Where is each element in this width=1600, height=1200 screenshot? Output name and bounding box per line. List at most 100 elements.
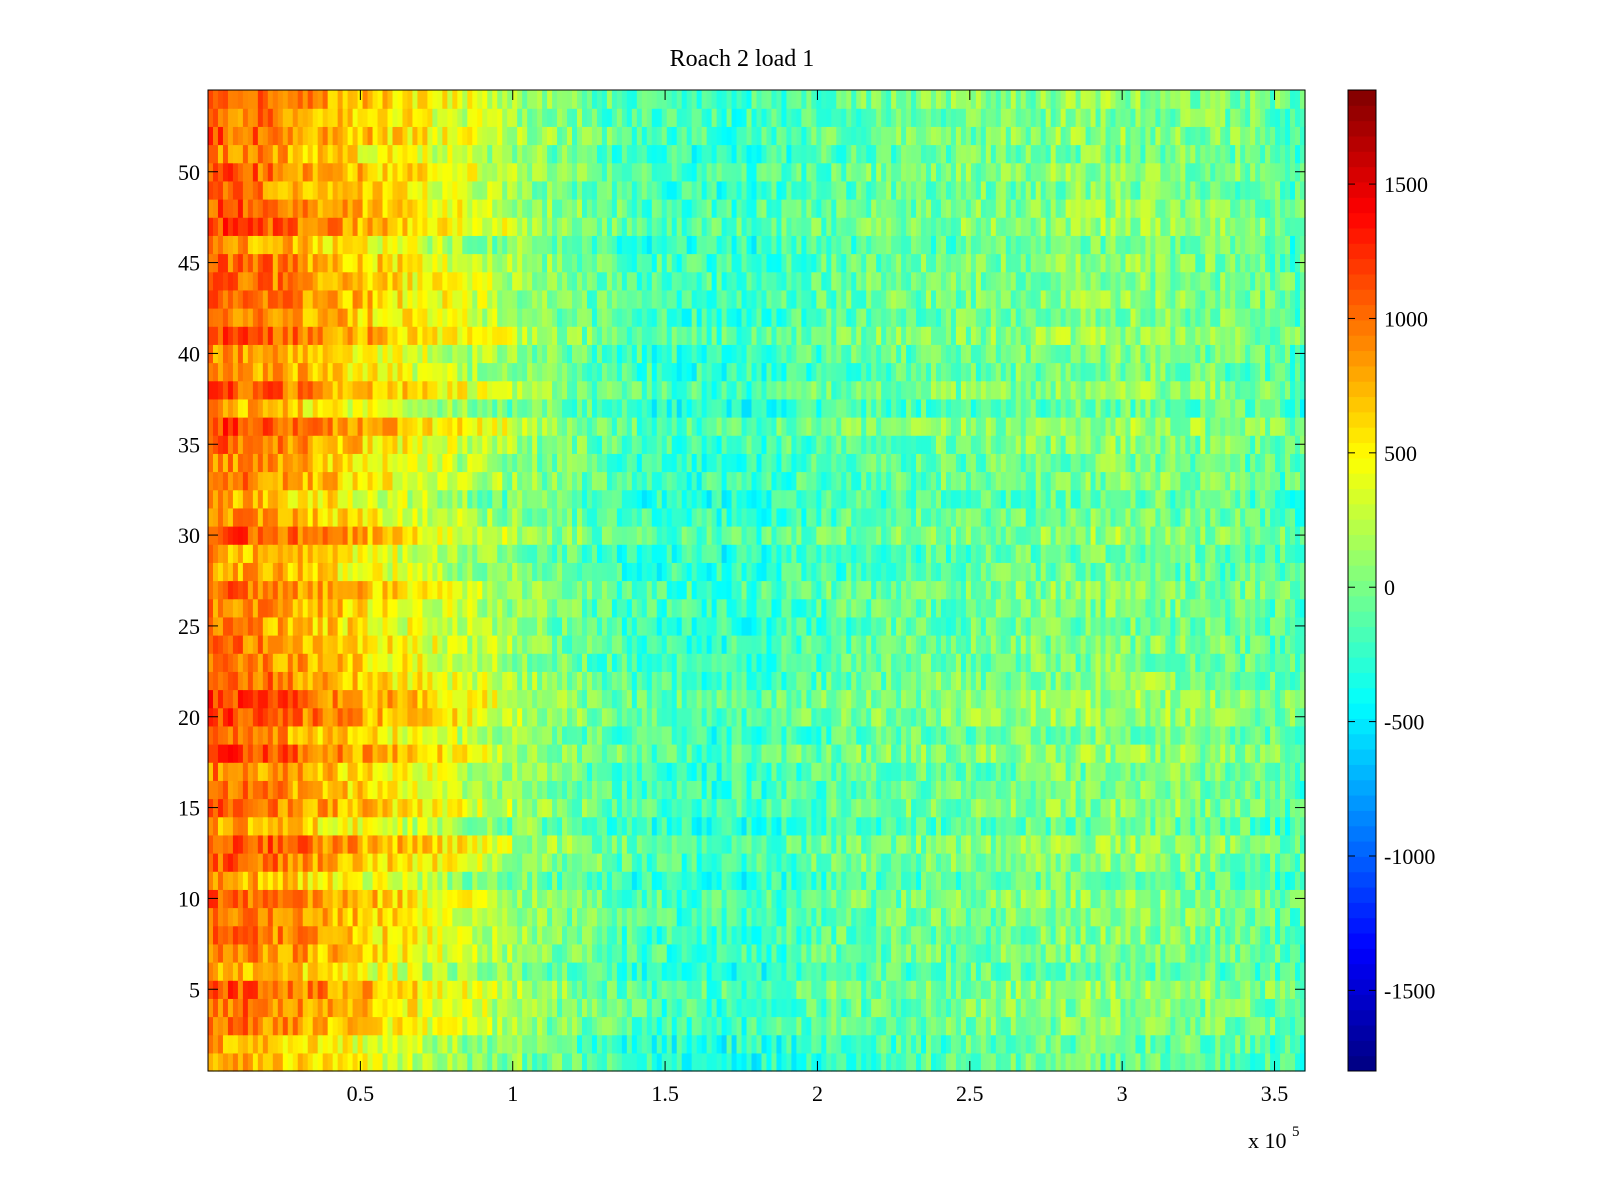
heatmap-cell (347, 744, 354, 763)
heatmap-cell (282, 653, 289, 672)
heatmap-cell (452, 816, 458, 836)
heatmap-cell (362, 689, 369, 709)
heatmap-cell (1135, 853, 1142, 872)
heatmap-cell (896, 980, 902, 999)
heatmap-cell (1020, 962, 1027, 981)
heatmap-cell (1025, 816, 1032, 836)
heatmap-cell (891, 725, 897, 745)
heatmap-cell (941, 744, 947, 763)
heatmap-cell (786, 671, 793, 691)
heatmap-cell (1270, 871, 1276, 890)
heatmap-cell (397, 707, 404, 727)
heatmap-cell (567, 816, 573, 836)
heatmap-cell (1070, 871, 1077, 890)
heatmap-cell (950, 689, 957, 709)
heatmap-cell (716, 816, 723, 836)
heatmap-cell (736, 798, 743, 818)
heatmap-cell (970, 762, 977, 781)
heatmap-cell (871, 998, 877, 1018)
heatmap-cell (1220, 998, 1226, 1018)
heatmap-cell (975, 1034, 982, 1054)
heatmap-cell (931, 816, 937, 836)
heatmap-cell (801, 653, 807, 672)
heatmap-cell (591, 725, 598, 745)
heatmap-cell (1020, 671, 1027, 691)
heatmap-cell (896, 725, 902, 745)
heatmap-cell (537, 762, 543, 781)
heatmap-cell (452, 834, 458, 854)
heatmap-cell (611, 653, 618, 672)
heatmap-cell (252, 980, 259, 999)
heatmap-cell (352, 653, 359, 672)
heatmap-cell (581, 834, 588, 854)
heatmap-cell (816, 962, 822, 981)
heatmap-cell (502, 980, 508, 999)
heatmap-cell (222, 762, 229, 781)
heatmap-cell (247, 1034, 254, 1054)
heatmap-cell (841, 816, 847, 836)
heatmap-cell (1180, 853, 1186, 872)
heatmap-cell (1115, 962, 1122, 981)
heatmap-cell (1135, 998, 1142, 1018)
heatmap-cell (901, 707, 907, 727)
heatmap-cell (317, 871, 324, 890)
heatmap-cell (362, 671, 369, 691)
heatmap-cell (462, 798, 468, 818)
heatmap-cell (472, 744, 478, 763)
heatmap-cell (606, 853, 613, 872)
heatmap-cell (552, 744, 558, 763)
heatmap-cell (537, 834, 543, 854)
heatmap-cell (1125, 907, 1132, 927)
heatmap-cell (641, 707, 648, 727)
heatmap-cell (1020, 1016, 1027, 1036)
heatmap-cell (1125, 798, 1132, 818)
heatmap-cell (357, 762, 364, 781)
heatmap-cell (1055, 1016, 1062, 1036)
heatmap-cell (616, 1052, 623, 1072)
heatmap-cell (532, 671, 538, 691)
heatmap-cell (462, 871, 468, 890)
heatmap-cell (562, 798, 568, 818)
heatmap-cell (412, 1052, 419, 1072)
heatmap-cell (591, 943, 598, 963)
heatmap-cell (387, 871, 394, 890)
heatmap-cell (1050, 834, 1057, 854)
heatmap-cell (287, 744, 294, 763)
heatmap-cell (1075, 943, 1082, 963)
heatmap-cell (357, 907, 364, 927)
heatmap-cell (392, 780, 399, 800)
heatmap-cell (357, 998, 364, 1018)
heatmap-cell (208, 744, 214, 763)
heatmap-cell (232, 1052, 239, 1072)
heatmap-cell (596, 853, 603, 872)
heatmap-cell (1185, 907, 1191, 927)
heatmap-cell (257, 780, 264, 800)
heatmap-cell (596, 1016, 603, 1036)
heatmap-cell (1030, 871, 1037, 890)
heatmap-cell (1140, 889, 1147, 909)
heatmap-cell (1250, 707, 1256, 727)
heatmap-cell (457, 1016, 463, 1036)
heatmap-cell (1150, 816, 1157, 836)
heatmap-cell (1050, 816, 1057, 836)
heatmap-cell (931, 998, 937, 1018)
heatmap-cell (377, 998, 384, 1018)
heatmap-cell (242, 871, 249, 890)
heatmap-cell (452, 853, 458, 872)
heatmap-cell (402, 1016, 409, 1036)
heatmap-cell (941, 853, 947, 872)
heatmap-cell (990, 925, 997, 945)
heatmap-cell (861, 762, 867, 781)
heatmap-cell (661, 1016, 668, 1036)
heatmap-cell (791, 907, 797, 927)
heatmap-cell (656, 962, 663, 981)
heatmap-cell (786, 1016, 793, 1036)
heatmap-cell (362, 1052, 369, 1072)
heatmap-cell (746, 943, 753, 963)
heatmap-cell (891, 1016, 897, 1036)
heatmap-cell (1125, 707, 1132, 727)
heatmap-cell (926, 907, 932, 927)
heatmap-cell (1040, 816, 1047, 836)
heatmap-cell (591, 798, 598, 818)
heatmap-cell (896, 798, 902, 818)
